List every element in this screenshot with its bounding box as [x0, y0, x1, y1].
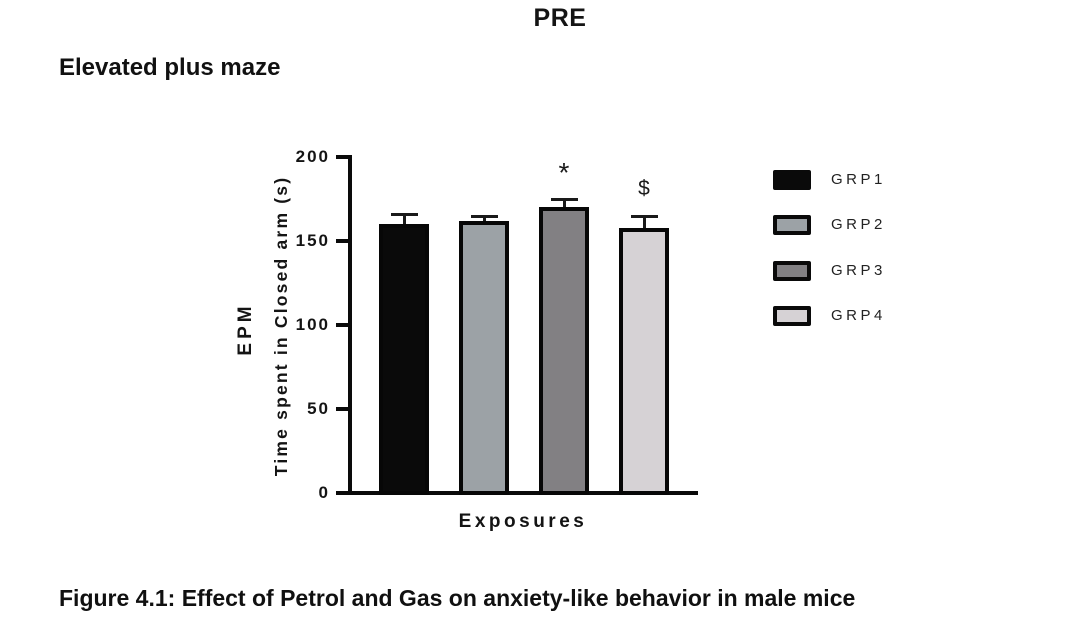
y-tick-label: 0 [318, 483, 330, 502]
y-tick-mark [336, 239, 348, 243]
error-bar-line [482, 216, 486, 224]
error-bar-line [402, 214, 406, 227]
error-bar-cap [550, 198, 578, 201]
legend-swatch-grp4 [773, 306, 811, 326]
y-tick-label: 150 [295, 231, 330, 250]
bar-grp1 [379, 224, 429, 495]
x-axis-line [338, 491, 698, 495]
error-bar-cap [390, 213, 418, 216]
significance-marker: * [558, 157, 570, 188]
legend-swatch-grp3 [773, 261, 811, 281]
legend-swatch-grp2 [773, 215, 811, 235]
y-tick-mark [336, 407, 348, 411]
y-tick-label: 200 [295, 147, 330, 166]
y-tick-mark [336, 491, 348, 495]
error-bar-line [562, 199, 566, 210]
legend-label-grp4: GRP4 [831, 307, 886, 324]
y-axis-line [348, 155, 352, 495]
bar-grp2 [459, 221, 509, 495]
bar-grp4 [619, 228, 669, 495]
y-tick-label: 50 [307, 399, 330, 418]
x-axis-label: Exposures [458, 511, 588, 532]
error-bar-cap [630, 215, 658, 218]
legend-label-grp2: GRP2 [831, 216, 886, 233]
bar-grp3 [539, 207, 589, 495]
panel-title: Elevated plus maze [59, 54, 281, 81]
error-bar-line [642, 216, 646, 231]
y-tick-label: 100 [295, 315, 330, 334]
legend-swatch-grp1 [773, 170, 811, 190]
legend-label-grp1: GRP1 [831, 171, 886, 188]
legend-label-grp3: GRP3 [831, 262, 886, 279]
significance-marker: $ [638, 177, 650, 200]
y-axis-label-outer: EPM [235, 302, 256, 356]
y-tick-mark [336, 155, 348, 159]
chart-title: PRE [533, 4, 587, 32]
figure-caption: Figure 4.1: Effect of Petrol and Gas on … [59, 585, 856, 611]
error-bar-cap [470, 215, 498, 218]
y-tick-mark [336, 323, 348, 327]
